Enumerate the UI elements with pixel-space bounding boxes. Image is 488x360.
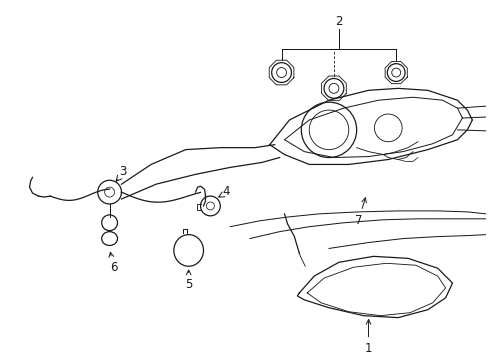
Text: 7: 7	[354, 198, 366, 227]
Text: 6: 6	[109, 252, 117, 274]
Text: 4: 4	[222, 185, 229, 198]
Text: 1: 1	[364, 320, 371, 355]
Text: 3: 3	[119, 165, 126, 178]
Text: 5: 5	[184, 270, 192, 291]
Text: 2: 2	[334, 15, 342, 28]
